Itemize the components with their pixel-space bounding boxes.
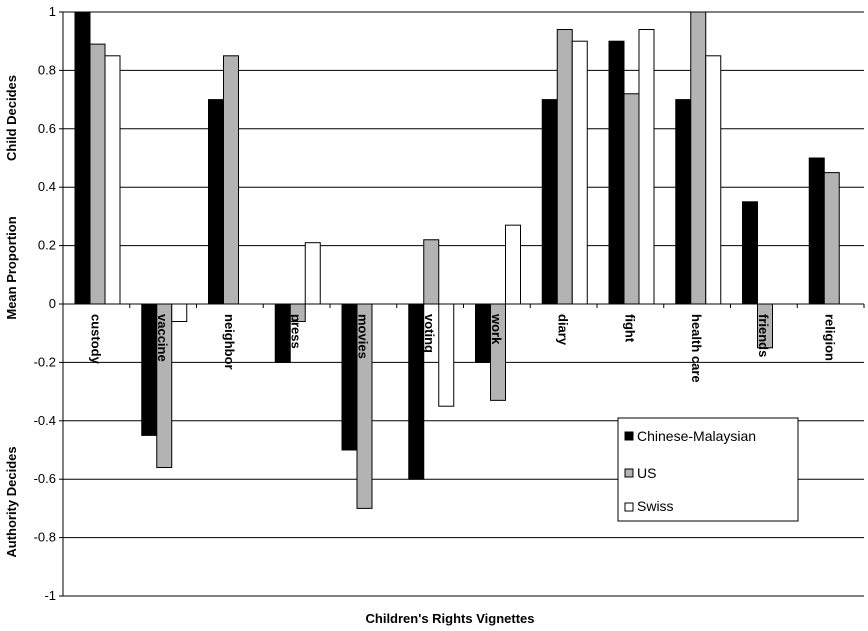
y-tick-label: -0.4 xyxy=(34,413,56,428)
legend-box xyxy=(617,417,799,522)
category-label-movies: movies xyxy=(355,314,370,359)
bar-chinese-malaysian-religion xyxy=(808,157,825,305)
bar-chinese-malaysian-voting xyxy=(408,303,425,480)
bar-chinese-malaysian-movies xyxy=(341,303,358,451)
bar-us-health-care xyxy=(690,11,707,305)
bar-us-fight xyxy=(623,93,640,305)
bar-swiss-vaccine xyxy=(171,303,188,323)
category-label-press: press xyxy=(289,314,304,349)
category-label-diary: diary xyxy=(556,314,571,346)
legend-swatch-us xyxy=(624,468,634,478)
y-tick-label: -1 xyxy=(44,588,56,603)
bar-swiss-press xyxy=(304,242,321,305)
y-tick-label: 0.6 xyxy=(38,121,56,136)
bar-chinese-malaysian-health-care xyxy=(675,99,692,305)
y-tick-label: 0.4 xyxy=(38,179,56,194)
category-label-work: work xyxy=(489,313,504,345)
bar-swiss-voting xyxy=(438,303,455,407)
y-tick-label: 0.8 xyxy=(38,62,56,77)
bar-swiss-diary xyxy=(571,40,588,305)
y-axis-title-child: Child Decides xyxy=(4,75,19,161)
category-labels: custody vaccine neighbor press movies voting w… xyxy=(88,313,837,383)
legend-label-chinese-malaysian: Chinese-Malaysian xyxy=(637,428,756,444)
bar-chinese-malaysian-vaccine xyxy=(141,303,158,436)
legend-swatch-swiss xyxy=(624,502,634,512)
bar-chinese-malaysian-work xyxy=(475,303,491,363)
y-axis-title-mean: Mean Proportion xyxy=(4,216,19,319)
bar-swiss-fight xyxy=(638,29,655,305)
y-tick-label: -0.8 xyxy=(34,530,56,545)
bar-chinese-malaysian-diary xyxy=(541,99,558,305)
bar-us-voting xyxy=(423,239,440,305)
bar-chinese-malaysian-friends xyxy=(742,201,758,305)
category-label-voting: voting xyxy=(422,314,437,353)
bar-swiss-health-care xyxy=(705,55,722,305)
y-tick-label: -0.2 xyxy=(34,354,56,369)
category-label-fight: fight xyxy=(622,314,637,343)
y-axis-title-authority: Authority Decides xyxy=(4,446,19,557)
bar-us-religion xyxy=(823,172,840,305)
bars xyxy=(74,11,840,509)
bar-us-neighbor xyxy=(223,55,239,305)
y-tick-label: -0.6 xyxy=(34,471,56,486)
y-tick-label: 0.2 xyxy=(38,238,56,253)
category-label-health-care: health care xyxy=(689,314,704,383)
bar-us-custody xyxy=(89,43,106,305)
x-axis-title: Children's Rights Vignettes xyxy=(366,611,535,626)
y-tick-label: 0 xyxy=(49,296,56,311)
bar-us-diary xyxy=(556,29,573,305)
y-tick-label: 1 xyxy=(49,4,56,19)
bar-swiss-work xyxy=(505,224,521,305)
bar-chinese-malaysian-custody xyxy=(74,11,91,305)
legend-swatch-chinese-malaysian xyxy=(624,431,634,441)
legend: Chinese-Malaysian US Swiss xyxy=(617,417,799,522)
category-label-neighbor: neighbor xyxy=(222,314,237,370)
legend-label-us: US xyxy=(637,465,656,481)
category-label-vaccine: vaccine xyxy=(155,314,170,362)
axes xyxy=(62,12,865,596)
bar-chinese-malaysian-neighbor xyxy=(208,99,224,305)
category-label-religion: religion xyxy=(823,314,838,361)
category-label-friends: friends xyxy=(756,314,771,357)
category-label-custody: custody xyxy=(88,314,103,365)
legend-label-swiss: Swiss xyxy=(637,498,674,514)
bar-chinese-malaysian-press xyxy=(274,303,291,363)
y-tick-labels: -1 -0.8 -0.6 -0.4 -0.2 0 0.2 0.4 0.6 0.8 1 xyxy=(34,4,56,603)
bar-chinese-malaysian-fight xyxy=(608,40,625,305)
bar-swiss-custody xyxy=(104,55,121,305)
